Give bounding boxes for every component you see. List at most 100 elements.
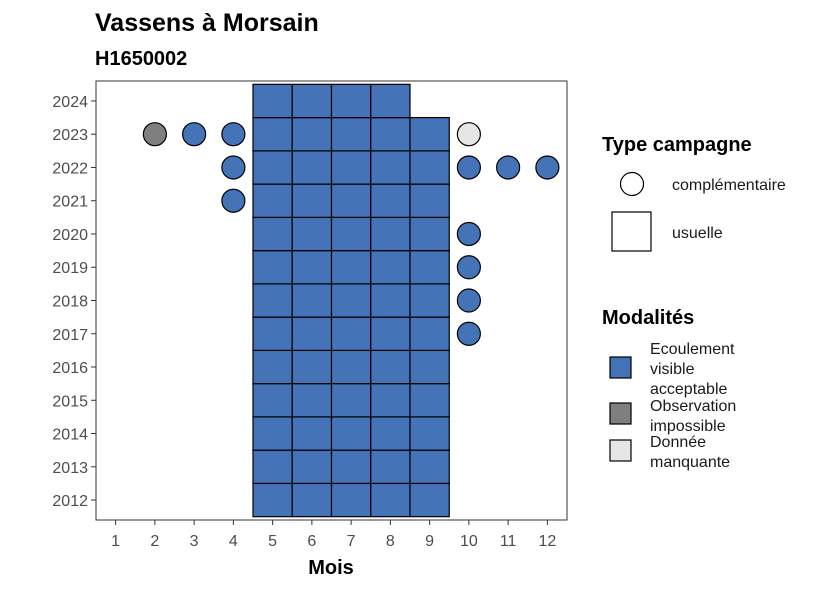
tile-2017-9: [409, 316, 450, 351]
point-2022-4: [221, 155, 246, 180]
x-axis-label: Mois: [308, 557, 354, 579]
point-2020-10: [456, 221, 481, 247]
x-tick-label-12: 12: [538, 533, 556, 550]
tile-2015-6: [291, 383, 333, 418]
tile-2016-8: [370, 349, 411, 385]
tile-2024-6: [291, 83, 333, 119]
legend-modalite-ecoulement-line-3: acceptable: [650, 381, 727, 398]
tile-2023-8: [370, 116, 411, 152]
legend-type-campagne-title: Type campagne: [602, 134, 752, 156]
y-tick-label-2015: 2015: [52, 393, 88, 410]
legend-modalite-observation-line-2: impossible: [650, 418, 726, 435]
tile-2016-6: [291, 349, 333, 385]
tile-2020-6: [291, 216, 333, 252]
legend-modalite-ecoulement-line-1: Ecoulement: [650, 341, 735, 358]
point-2022-12: [535, 155, 560, 180]
tile-2019-5: [252, 250, 293, 285]
y-tick-label-2023: 2023: [52, 127, 88, 144]
tile-2021-7: [330, 183, 372, 218]
y-tick-label-2016: 2016: [52, 360, 88, 377]
y-tick-label-2024: 2024: [52, 94, 88, 111]
y-axis: 2012 2013 2014 2015 2016 2017 2018 2019 2020 2021…: [52, 94, 96, 510]
legend-modalite-label-ecoulement: Ecoulement visible acceptable: [650, 341, 739, 398]
tile-2022-6: [291, 150, 333, 185]
tile-2016-5: [252, 349, 293, 385]
point-2018-10: [456, 288, 481, 313]
x-tick-label-9: 9: [425, 533, 434, 550]
y-tick-label-2020: 2020: [52, 227, 88, 244]
legend-modalite-label-observation-impossible: Observation impossible: [650, 398, 741, 435]
legend-modalite-donnee-line-1: Donnée: [650, 434, 706, 451]
tile-2013-9: [409, 449, 450, 485]
y-tick-label-2014: 2014: [52, 427, 88, 444]
tile-2019-8: [370, 250, 411, 285]
x-tick-label-3: 3: [190, 533, 199, 550]
tile-2020-7: [330, 216, 372, 252]
point-2022-11: [496, 155, 521, 180]
legend-modalite-donnee-line-2: manquante: [650, 454, 730, 471]
point-2019-10: [456, 255, 481, 280]
point-2022-10: [456, 155, 481, 180]
tile-2016-7: [330, 349, 372, 385]
x-tick-label-4: 4: [229, 533, 238, 550]
legend-modalites: Modalités Ecoulement visible acceptable …: [602, 307, 741, 471]
tile-2022-5: [252, 150, 293, 185]
x-tick-label-7: 7: [347, 533, 356, 550]
legend-modalite-key-ecoulement: [609, 356, 632, 379]
tile-2020-9: [409, 216, 450, 252]
tile-2012-9: [409, 482, 450, 518]
point-2021-4: [221, 188, 246, 213]
legend-circle-key: [619, 171, 645, 197]
usuelle-tiles: [252, 83, 450, 518]
tile-2017-6: [291, 316, 333, 351]
legend-square-key: [611, 211, 652, 252]
tile-2014-5: [252, 416, 293, 451]
tile-2014-7: [330, 416, 372, 451]
tile-2015-8: [370, 383, 411, 418]
tile-2020-5: [252, 216, 293, 252]
complementaire-points: [142, 122, 560, 346]
point-2023-3: [182, 122, 207, 147]
y-tick-label-2017: 2017: [52, 327, 88, 344]
tile-2023-6: [291, 116, 333, 152]
y-tick-label-2018: 2018: [52, 294, 88, 311]
x-tick-label-5: 5: [268, 533, 277, 550]
tile-2016-9: [409, 349, 450, 385]
tile-2020-8: [370, 216, 411, 252]
tile-2012-7: [330, 482, 372, 518]
tile-2018-5: [252, 283, 293, 318]
tile-2018-9: [409, 283, 450, 318]
tile-2015-5: [252, 383, 293, 418]
legend-modalite-observation-line-1: Observation: [650, 398, 736, 415]
point-2023-10: [456, 122, 481, 147]
tile-2022-8: [370, 150, 411, 185]
legend-modalite-key-observation-impossible: [609, 402, 632, 425]
tile-2024-8: [370, 83, 411, 119]
x-tick-label-11: 11: [500, 533, 517, 550]
tile-2021-5: [252, 183, 293, 218]
point-2023-2: [142, 122, 167, 147]
tile-2021-9: [409, 183, 450, 218]
legend-modalite-ecoulement-line-2: visible: [650, 361, 695, 378]
tile-2013-5: [252, 449, 293, 485]
legend-type-campagne-item-complementaire: complémentaire: [672, 177, 786, 194]
legend-type-campagne-item-usuelle: usuelle: [672, 225, 723, 242]
tile-2014-6: [291, 416, 333, 451]
legend-modalites-title: Modalités: [602, 307, 694, 329]
tile-2021-8: [370, 183, 411, 218]
tile-2017-7: [330, 316, 372, 351]
tile-2018-7: [330, 283, 372, 318]
chart-title: Vassens à Morsain: [95, 9, 319, 37]
x-tick-label-8: 8: [386, 533, 395, 550]
tile-2023-9: [409, 116, 450, 152]
tile-2019-9: [409, 250, 450, 285]
x-tick-label-10: 10: [460, 533, 478, 550]
tile-2014-9: [409, 416, 450, 451]
tile-2014-8: [370, 416, 411, 451]
tile-2021-6: [291, 183, 333, 218]
x-tick-label-2: 2: [150, 533, 159, 550]
tile-2012-6: [291, 482, 333, 518]
tile-2023-7: [330, 116, 372, 152]
tile-2015-7: [330, 383, 372, 418]
